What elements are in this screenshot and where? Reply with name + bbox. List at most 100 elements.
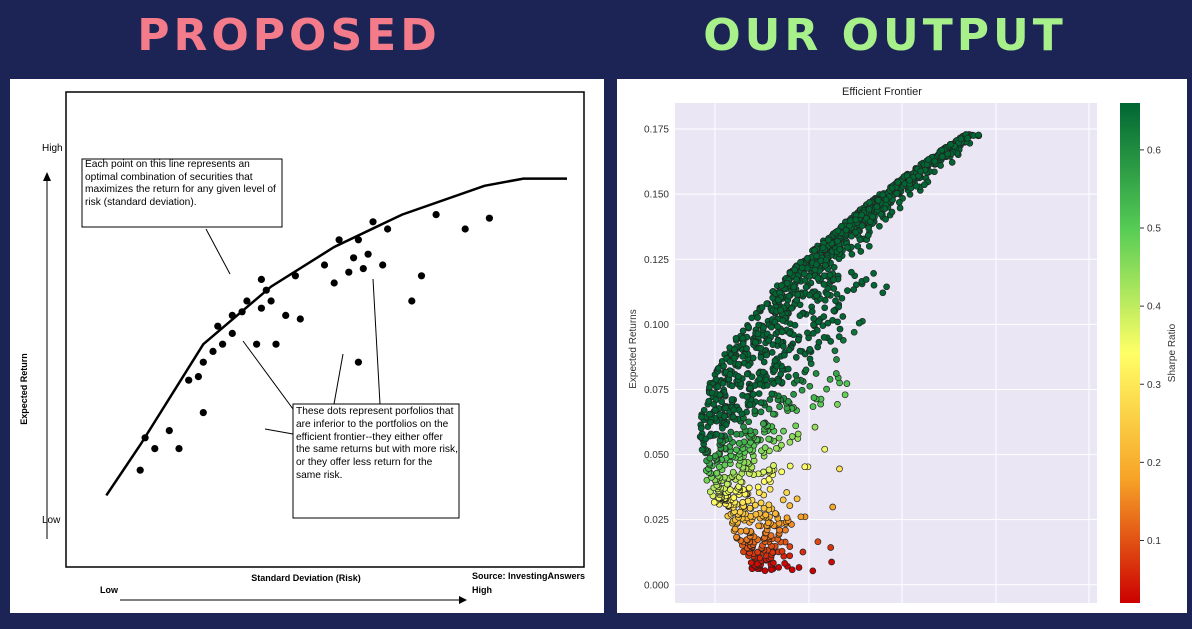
portfolio-point xyxy=(825,236,832,244)
portfolio-point xyxy=(790,391,797,398)
portfolio-dot xyxy=(267,297,275,305)
portfolio-point xyxy=(856,236,864,244)
portfolio-point xyxy=(792,422,800,430)
portfolio-point xyxy=(752,339,759,346)
x-tick-low: Low xyxy=(100,585,119,595)
portfolio-point xyxy=(850,286,858,293)
portfolio-point xyxy=(810,394,818,401)
portfolio-point xyxy=(755,522,762,530)
portfolio-point xyxy=(836,325,844,333)
portfolio-point xyxy=(780,427,787,435)
portfolio-point xyxy=(757,399,765,406)
portfolio-point xyxy=(865,205,873,213)
portfolio-point xyxy=(964,134,971,142)
portfolio-point xyxy=(791,321,799,329)
portfolio-point xyxy=(786,462,794,470)
source-label: Source: InvestingAnswers xyxy=(472,571,585,581)
portfolio-dot xyxy=(228,329,236,337)
portfolio-point xyxy=(706,410,713,418)
portfolio-point xyxy=(873,203,881,211)
portfolio-point xyxy=(775,434,783,442)
portfolio-point xyxy=(781,560,789,567)
portfolio-point xyxy=(801,277,809,284)
efficient-frontier-line xyxy=(105,177,567,497)
portfolio-point xyxy=(752,510,760,518)
portfolio-point xyxy=(713,469,721,477)
portfolio-point xyxy=(754,314,761,321)
colorbar-ticks: 0.1 0.2 0.3 0.4 0.5 0.6 xyxy=(1140,145,1161,547)
portfolio-point xyxy=(745,362,752,369)
portfolio-point xyxy=(733,533,740,541)
portfolio-point xyxy=(737,527,745,535)
portfolio-point xyxy=(762,511,770,519)
portfolio-point xyxy=(763,300,771,307)
portfolio-dot xyxy=(296,315,304,323)
portfolio-point xyxy=(726,358,734,365)
portfolio-point xyxy=(716,391,724,399)
portfolio-point xyxy=(754,483,762,491)
portfolio-dot xyxy=(354,358,362,366)
portfolio-point xyxy=(779,496,787,504)
portfolio-point xyxy=(921,181,928,189)
portfolio-point xyxy=(838,294,846,302)
portfolio-point xyxy=(757,344,765,352)
portfolio-point xyxy=(806,273,813,280)
portfolio-point xyxy=(810,315,818,322)
portfolio-point xyxy=(735,360,742,368)
portfolio-point xyxy=(882,215,889,223)
portfolio-point xyxy=(757,499,765,507)
portfolio-point xyxy=(698,446,706,454)
portfolio-point xyxy=(882,196,890,203)
chart-title: Efficient Frontier xyxy=(842,86,922,98)
portfolio-point xyxy=(790,283,798,291)
portfolio-point xyxy=(731,346,738,353)
portfolio-point xyxy=(778,328,786,336)
portfolio-point xyxy=(824,319,832,327)
portfolio-point xyxy=(733,446,740,454)
portfolio-point xyxy=(745,418,753,426)
portfolio-dot xyxy=(243,297,251,305)
portfolio-dot xyxy=(291,272,299,280)
colorbar-tick-label: 0.3 xyxy=(1147,380,1161,391)
portfolio-point xyxy=(768,323,775,331)
portfolio-point xyxy=(755,321,762,329)
portfolio-point xyxy=(806,345,814,353)
portfolio-point xyxy=(698,413,705,421)
colorbar-tick-label: 0.6 xyxy=(1147,145,1161,156)
portfolio-point xyxy=(778,547,786,555)
portfolio-point xyxy=(794,291,802,298)
portfolio-point xyxy=(794,430,802,438)
portfolio-dot xyxy=(384,225,392,233)
portfolio-point xyxy=(788,566,796,574)
portfolio-point xyxy=(888,184,896,192)
portfolio-point xyxy=(830,276,837,284)
portfolio-point xyxy=(834,401,841,408)
portfolio-point xyxy=(820,272,828,280)
portfolio-point xyxy=(751,501,759,509)
portfolio-point xyxy=(829,503,837,511)
portfolio-point xyxy=(797,513,805,521)
portfolio-point xyxy=(697,424,705,432)
portfolio-point xyxy=(757,408,765,416)
portfolio-point xyxy=(877,210,885,218)
y-tick-label: 0.100 xyxy=(644,320,669,331)
portfolio-point xyxy=(795,564,803,571)
y-tick-label: 0.075 xyxy=(644,385,669,396)
portfolio-dot xyxy=(194,373,202,381)
portfolio-point xyxy=(838,222,845,230)
y-ticks: 0.000 0.025 0.050 0.075 0.100 0.125 0.150 0.175 xyxy=(644,125,669,592)
portfolio-point xyxy=(715,364,722,372)
portfolio-point xyxy=(765,405,773,413)
portfolio-point xyxy=(757,354,765,361)
x-tick-high: High xyxy=(472,585,492,595)
portfolio-point xyxy=(728,382,736,390)
annotation-box-frontier xyxy=(81,158,283,228)
portfolio-point xyxy=(771,318,779,326)
portfolio-point xyxy=(759,420,767,428)
portfolio-point xyxy=(925,156,932,163)
portfolio-point xyxy=(793,495,801,503)
portfolio-point xyxy=(739,340,747,348)
portfolio-dot xyxy=(354,236,362,244)
portfolio-point xyxy=(802,283,810,291)
portfolio-dot xyxy=(432,211,440,219)
